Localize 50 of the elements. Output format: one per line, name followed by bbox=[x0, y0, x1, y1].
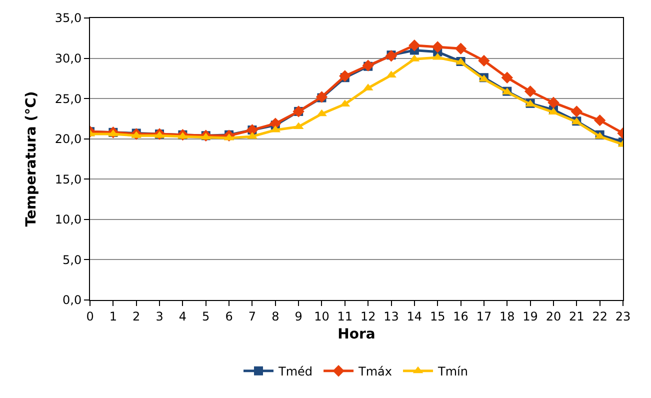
x-tick-label: 19 bbox=[522, 309, 538, 324]
x-tick-label: 22 bbox=[592, 309, 608, 324]
y-tick-label: 15,0 bbox=[54, 172, 82, 186]
x-tick-label: 15 bbox=[430, 309, 446, 324]
x-tick-label: 10 bbox=[314, 309, 330, 324]
x-tick-label: 20 bbox=[546, 309, 562, 324]
y-tick-label: 35,0 bbox=[54, 11, 82, 26]
x-tick-label: 18 bbox=[499, 309, 515, 324]
point bbox=[316, 109, 327, 116]
x-tick-label: 3 bbox=[156, 309, 164, 324]
point bbox=[594, 114, 606, 126]
x-tick-label: 23 bbox=[615, 309, 631, 324]
y-tick-label: 10,0 bbox=[54, 212, 82, 227]
x-tick-label: 9 bbox=[294, 309, 302, 324]
point bbox=[570, 106, 582, 118]
x-tick-label: 6 bbox=[225, 309, 233, 324]
point bbox=[524, 85, 536, 98]
point bbox=[501, 72, 513, 84]
point bbox=[432, 41, 444, 53]
legend-label: Tméd bbox=[278, 364, 313, 379]
point bbox=[270, 118, 282, 130]
x-tick-label: 7 bbox=[248, 309, 256, 324]
y-tick-label: 20,0 bbox=[54, 132, 82, 146]
point bbox=[247, 132, 258, 139]
y-tick-label: 0,0 bbox=[62, 293, 82, 308]
point bbox=[408, 40, 420, 52]
x-tick-label: 14 bbox=[406, 309, 422, 324]
x-tick-label: 0 bbox=[86, 309, 94, 324]
x-tick-label: 11 bbox=[337, 309, 353, 324]
x-tick-label: 1 bbox=[109, 309, 117, 324]
x-tick-label: 17 bbox=[476, 309, 492, 324]
y-axis-title: Temperatura (°C) bbox=[23, 91, 40, 227]
point bbox=[548, 96, 560, 108]
x-tick-label: 13 bbox=[384, 309, 399, 324]
x-tick-label: 21 bbox=[569, 309, 584, 324]
legend-label: Tmáx bbox=[358, 364, 392, 379]
x-tick-label: 8 bbox=[272, 309, 280, 324]
point bbox=[454, 42, 467, 54]
x-tick-label: 2 bbox=[132, 309, 140, 324]
x-tick-label: 12 bbox=[360, 309, 376, 324]
point bbox=[478, 54, 490, 67]
x-axis-title: Hora bbox=[338, 326, 376, 343]
x-tick-label: 5 bbox=[202, 309, 210, 324]
y-tick-label: 5,0 bbox=[62, 252, 82, 267]
y-tick-label: 25,0 bbox=[54, 92, 82, 106]
x-tick-label: 4 bbox=[178, 309, 187, 324]
x-tick-label: 16 bbox=[453, 309, 468, 324]
legend-label: Tmín bbox=[437, 364, 468, 379]
y-tick-label: 30,0 bbox=[54, 51, 82, 66]
point bbox=[339, 70, 351, 82]
